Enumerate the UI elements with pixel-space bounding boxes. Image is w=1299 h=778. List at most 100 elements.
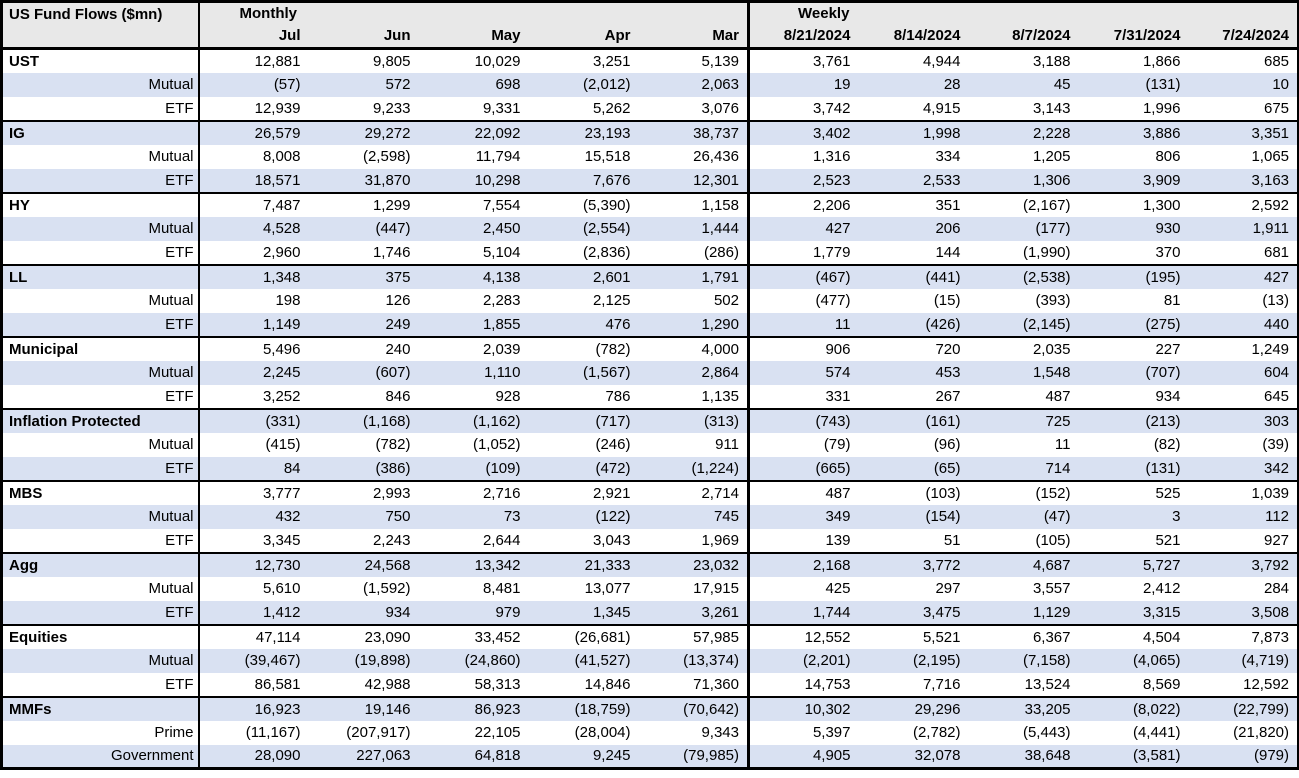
category-label: Agg: [1, 551, 200, 577]
value-cell: 1,969: [701, 531, 739, 549]
value-cell: 521: [1155, 531, 1181, 549]
value-cell: (313): [638, 407, 749, 433]
value-cell: 4,000: [638, 335, 749, 361]
value-cell: 3,557: [1032, 580, 1071, 597]
sub-label: ETF: [1, 168, 200, 193]
value-cell: 284: [1263, 580, 1290, 597]
value-cell: 4,905: [747, 744, 859, 769]
value-cell: (2,836): [582, 243, 631, 261]
sub-label: Mutual: [1, 72, 200, 97]
value-cell: 502: [713, 292, 739, 309]
value-cell: 28,090: [198, 744, 309, 769]
value-cell: 351: [858, 191, 969, 217]
value-cell: 4,138: [418, 263, 529, 289]
value-cell: (2,538): [968, 263, 1079, 289]
value-cell: 139: [747, 528, 859, 553]
value-cell: 23,193: [528, 119, 639, 145]
value-cell: (39): [1262, 436, 1290, 453]
value-cell: 2,523: [747, 168, 859, 193]
value-cell: (105): [1035, 531, 1071, 549]
value-cell: 1,158: [638, 191, 749, 217]
value-cell: (26,681): [528, 623, 639, 649]
value-cell: 3,143: [1032, 99, 1071, 117]
value-cell: 1,316: [747, 144, 859, 169]
value-cell: 1,911: [1188, 216, 1299, 241]
value-cell: 846: [385, 387, 411, 405]
value-cell: (2,167): [968, 191, 1079, 217]
value-cell: 4,687: [968, 551, 1079, 577]
value-cell: 240: [308, 335, 419, 361]
category-label: UST: [1, 48, 200, 73]
value-cell: 86,923: [418, 695, 529, 721]
category-label: IG: [1, 119, 200, 145]
sub-label: ETF: [1, 312, 200, 337]
value-cell: (782): [375, 436, 411, 453]
value-cell: 1,110: [418, 360, 529, 385]
value-cell: (21,820): [1233, 724, 1290, 741]
value-cell: 12,939: [254, 99, 301, 117]
sub-row: Government 28,090 227,063 64,818 9,245 (79,98…: [1, 744, 1299, 769]
column-header-8-21-2024: 8/21/2024: [747, 24, 859, 49]
value-cell: 3: [1078, 504, 1189, 529]
sub-row: Mutual (39,467) (19,898) (24,860) (41,527) (1…: [1, 648, 1299, 673]
value-cell: 1,746: [372, 243, 411, 261]
value-cell: 3,742: [747, 96, 859, 121]
value-cell: 10,302: [747, 695, 859, 721]
sub-row: Mutual 4,528 (447) 2,450 (2,554) 1,444 427 206(…: [1, 216, 1299, 241]
value-cell: 12,730: [198, 551, 309, 577]
sub-label: Mutual: [1, 576, 200, 601]
column-header-jun: Jun: [308, 24, 419, 49]
sub-row: Mutual 5,610 (1,592) 8,481 13,077 17,915 425 29…: [1, 576, 1299, 601]
value-cell: 3,886: [1078, 119, 1189, 145]
value-cell: 3,252: [262, 387, 301, 405]
value-cell: (161): [858, 407, 969, 433]
value-cell: (213): [1078, 407, 1189, 433]
value-cell: 17,915: [693, 580, 739, 597]
value-cell: 10: [1188, 72, 1299, 97]
value-cell: 1,779: [747, 240, 859, 265]
value-cell: (5,390): [528, 191, 639, 217]
value-cell: 675: [1263, 99, 1290, 117]
value-cell: 9,233: [372, 99, 411, 117]
value-cell: 906: [747, 335, 859, 361]
value-cell: (131): [1078, 456, 1189, 481]
value-cell: 911: [715, 436, 739, 453]
value-cell: 227,063: [308, 744, 419, 769]
value-cell: 3,251: [592, 52, 631, 70]
value-cell: 1,065: [1251, 148, 1290, 165]
value-cell: 15,518: [584, 148, 631, 165]
column-header-7-31-2024: 7/31/2024: [1078, 24, 1189, 49]
value-cell: 2,993: [308, 479, 419, 505]
value-cell: (39,467): [198, 648, 309, 673]
value-cell: 13,524: [1024, 675, 1071, 693]
value-cell: 18,571: [198, 168, 309, 193]
value-cell: 930: [1078, 216, 1189, 241]
value-cell: (24,860): [418, 648, 529, 673]
category-row-ig: IG 26,579 29,272 22,092 23,193 38,737 3,402 1,9…: [1, 119, 1299, 145]
value-cell: 22,105: [474, 724, 521, 741]
value-cell: (1,567): [528, 360, 639, 385]
table-title: US Fund Flows ($mn): [1, 1, 200, 49]
value-cell: (707): [1078, 360, 1189, 385]
column-header-8-14-2024: 8/14/2024: [858, 24, 969, 49]
value-cell: 1,039: [1188, 479, 1299, 505]
value-cell: (2,201): [747, 648, 859, 673]
value-cell: 126: [385, 292, 411, 309]
value-cell: (28,004): [574, 724, 631, 741]
value-cell: (109): [418, 456, 529, 481]
sub-row: ETF 18,571 31,870 10,298 7,676 12,301 2,523 2,5…: [1, 168, 1299, 193]
sub-label: ETF: [1, 456, 200, 481]
value-cell: 11,794: [475, 148, 521, 165]
value-cell: 1,129: [968, 600, 1079, 625]
value-cell: (717): [528, 407, 639, 433]
value-cell: 934: [308, 600, 419, 625]
value-cell: 487: [1045, 387, 1071, 405]
value-cell: 645: [1263, 387, 1290, 405]
sub-label: Mutual: [1, 144, 200, 169]
value-cell: (2,782): [912, 724, 961, 741]
value-cell: 2,592: [1188, 191, 1299, 217]
value-cell: 5,139: [701, 52, 739, 70]
value-cell: 1,998: [858, 119, 969, 145]
value-cell: 2,206: [747, 191, 859, 217]
